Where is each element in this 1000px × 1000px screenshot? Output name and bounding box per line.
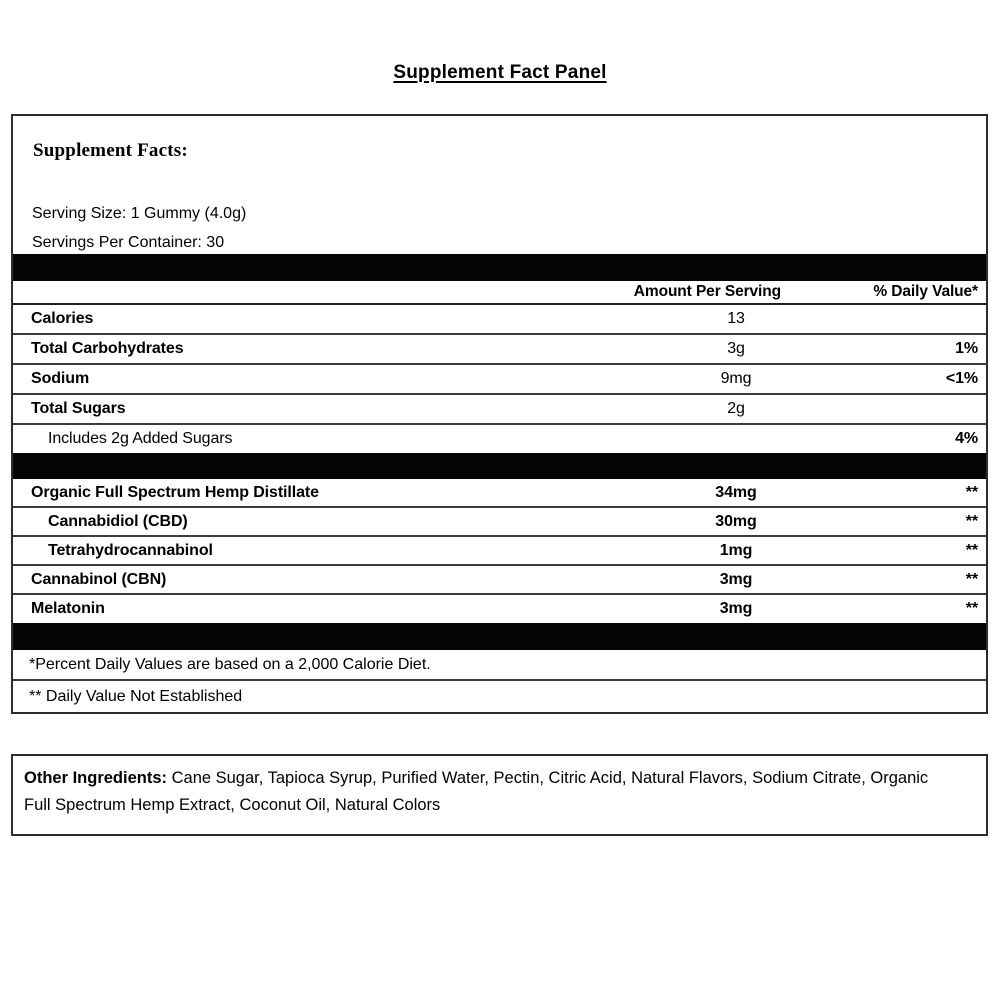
active-amount: 30mg bbox=[715, 512, 757, 530]
table-row-cbd: Cannabidiol (CBD) 30mg ** bbox=[13, 508, 986, 537]
footnote-dv-not-established: ** Daily Value Not Established bbox=[29, 687, 243, 705]
active-name: Cannabinol (CBN) bbox=[31, 570, 167, 588]
column-header-amount: Amount Per Serving bbox=[633, 283, 781, 300]
nutrient-amount: 9mg bbox=[720, 370, 752, 387]
separator-bar bbox=[13, 254, 986, 281]
active-daily-value: ** bbox=[965, 512, 978, 530]
other-ingredients-box: Other Ingredients: Cane Sugar, Tapioca S… bbox=[11, 754, 988, 836]
table-row-thc: Tetrahydrocannabinol 1mg ** bbox=[13, 537, 986, 566]
table-row-added-sugars: Includes 2g Added Sugars 4% bbox=[13, 425, 986, 453]
active-name: Organic Full Spectrum Hemp Distillate bbox=[31, 483, 319, 501]
table-row-calories: Calories 13 bbox=[13, 305, 986, 335]
nutrient-name: Sodium bbox=[31, 370, 90, 387]
footnote-daily-values: *Percent Daily Values are based on a 2,0… bbox=[13, 650, 986, 681]
column-header-daily-value: % Daily Value* bbox=[873, 283, 978, 300]
supplement-facts-panel: Supplement Facts: Serving Size: 1 Gummy … bbox=[11, 114, 988, 714]
active-amount: 3mg bbox=[719, 570, 753, 588]
other-ingredients-label: Other Ingredients: bbox=[24, 769, 168, 787]
supplement-facts-heading: Supplement Facts: bbox=[33, 140, 188, 161]
active-daily-value: ** bbox=[965, 483, 978, 501]
nutrient-daily-value: <1% bbox=[945, 370, 978, 387]
table-header-row: Amount Per Serving % Daily Value* bbox=[13, 281, 986, 305]
nutrient-amount: 13 bbox=[727, 310, 745, 327]
table-row-total-carbohydrates: Total Carbohydrates 3g 1% bbox=[13, 335, 986, 365]
other-ingredients-list: Cane Sugar, Tapioca Syrup, Purified Wate… bbox=[24, 769, 929, 814]
table-row-sodium: Sodium 9mg <1% bbox=[13, 365, 986, 395]
servings-per-container: Servings Per Container: 30 bbox=[32, 234, 225, 251]
nutrient-amount: 3g bbox=[727, 340, 745, 357]
nutrient-amount: 2g bbox=[727, 400, 745, 417]
active-daily-value: ** bbox=[965, 541, 978, 559]
nutrient-daily-value: 4% bbox=[955, 430, 978, 447]
nutrient-name: Total Carbohydrates bbox=[31, 340, 184, 357]
table-row-total-sugars: Total Sugars 2g bbox=[13, 395, 986, 425]
active-daily-value: ** bbox=[965, 570, 978, 588]
table-row-cbn: Cannabinol (CBN) 3mg ** bbox=[13, 566, 986, 595]
nutrient-name: Total Sugars bbox=[31, 400, 126, 417]
active-daily-value: ** bbox=[965, 600, 978, 617]
nutrient-name: Includes 2g Added Sugars bbox=[48, 430, 233, 447]
table-row-melatonin: Melatonin 3mg ** bbox=[13, 595, 986, 623]
page-title: Supplement Fact Panel bbox=[393, 62, 607, 83]
active-name: Tetrahydrocannabinol bbox=[48, 541, 213, 559]
other-ingredients-text: Other Ingredients: Cane Sugar, Tapioca S… bbox=[24, 765, 936, 819]
separator-bar bbox=[13, 623, 986, 650]
nutrient-name: Calories bbox=[31, 310, 94, 327]
separator-bar bbox=[13, 453, 986, 479]
active-amount: 34mg bbox=[715, 483, 757, 501]
active-name: Cannabidiol (CBD) bbox=[48, 512, 188, 530]
table-row-hemp-distillate: Organic Full Spectrum Hemp Distillate 34… bbox=[13, 479, 986, 508]
active-name: Melatonin bbox=[31, 600, 105, 617]
nutrient-daily-value: 1% bbox=[955, 340, 978, 357]
serving-size: Serving Size: 1 Gummy (4.0g) bbox=[32, 205, 247, 222]
active-amount: 1mg bbox=[719, 541, 753, 559]
active-amount: 3mg bbox=[719, 600, 753, 617]
